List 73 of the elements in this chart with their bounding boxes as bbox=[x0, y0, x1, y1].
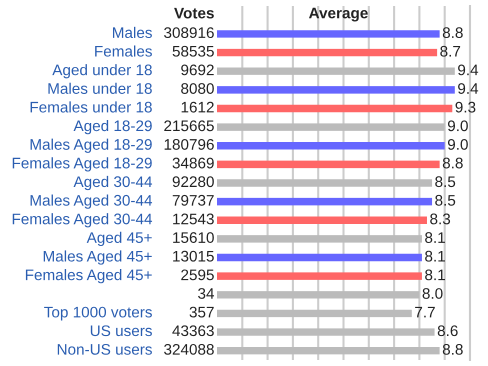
data-label: 7.7 bbox=[415, 306, 435, 318]
text: 12543 bbox=[173, 214, 214, 224]
text: 357 bbox=[190, 306, 214, 318]
data-label: 8.1 bbox=[425, 250, 445, 262]
bar bbox=[217, 179, 432, 187]
bar bbox=[217, 272, 422, 280]
bar bbox=[217, 235, 422, 243]
bar bbox=[217, 291, 420, 299]
data-label: 8.1 bbox=[425, 269, 445, 280]
text: 92280 bbox=[172, 176, 214, 188]
bar bbox=[217, 346, 440, 354]
text: 79737 bbox=[172, 194, 214, 206]
bar bbox=[217, 123, 445, 131]
data-label: 9.4 bbox=[458, 83, 478, 94]
y-tick-label: Females Aged 45+ bbox=[26, 269, 152, 284]
y-tick-label: Males bbox=[112, 26, 152, 38]
data-label: 8.8 bbox=[442, 27, 463, 38]
text: 43363 bbox=[172, 325, 214, 336]
data-label: 8.0 bbox=[422, 288, 443, 299]
y-tick-label: Males Aged 18-29 bbox=[30, 138, 152, 153]
y-tick-label: Males Aged 30-44 bbox=[30, 194, 152, 209]
y-tick-label: Males Aged 45+ bbox=[44, 250, 152, 265]
data-label: 8.7 bbox=[440, 46, 460, 57]
text: 34869 bbox=[172, 158, 214, 168]
data-label: 8.1 bbox=[425, 232, 445, 243]
bar bbox=[217, 310, 412, 318]
bar bbox=[217, 160, 440, 168]
y-tick-label: Non-US users bbox=[58, 344, 152, 355]
y-tick-label: Females under 18 bbox=[30, 101, 152, 113]
y-tick-label: Aged 45+ bbox=[86, 232, 152, 246]
y-tick-label: Aged under 18 bbox=[52, 64, 152, 78]
text: 215665 bbox=[164, 120, 214, 132]
bar bbox=[217, 216, 427, 224]
text: 58535 bbox=[172, 46, 214, 57]
y-tick-label: Females bbox=[95, 45, 152, 57]
y-tick-label: Aged 18-29 bbox=[74, 120, 152, 134]
y-tick-label: Females Aged 18-29 bbox=[12, 157, 152, 172]
bar bbox=[217, 254, 422, 262]
text: 34 bbox=[198, 288, 214, 299]
data-label: 8.5 bbox=[435, 176, 456, 188]
y-tick-label: Aged 30-44 bbox=[74, 176, 152, 190]
text: 15610 bbox=[173, 232, 214, 243]
text: Votes bbox=[174, 8, 214, 18]
bar bbox=[217, 198, 432, 206]
bar bbox=[217, 48, 438, 56]
text: 9692 bbox=[181, 64, 214, 76]
text: 1612 bbox=[182, 102, 214, 113]
bar bbox=[217, 142, 445, 150]
text: 2595 bbox=[181, 269, 214, 280]
y-tick-label: US users bbox=[90, 325, 152, 336]
bar bbox=[217, 86, 455, 94]
text: 308916 bbox=[164, 27, 214, 38]
bar bbox=[217, 328, 435, 336]
y-tick-label: Females Aged 30-44 bbox=[12, 213, 152, 228]
annotation: Average bbox=[308, 8, 368, 22]
y-tick-label: Top 1000 voters bbox=[44, 306, 152, 321]
data-label: 8.8 bbox=[442, 344, 463, 355]
text: 13015 bbox=[173, 250, 214, 262]
data-label: 8.3 bbox=[430, 214, 450, 224]
bar bbox=[217, 104, 452, 112]
text: 180796 bbox=[164, 139, 214, 150]
data-label: 8.8 bbox=[442, 158, 463, 168]
bar bbox=[217, 30, 440, 38]
data-label: 9.3 bbox=[456, 102, 476, 113]
data-label: 9.4 bbox=[458, 64, 478, 76]
bar bbox=[217, 67, 455, 75]
y-tick-label: Males under 18 bbox=[48, 82, 152, 94]
data-label: 9.0 bbox=[448, 139, 468, 150]
text: 8080 bbox=[181, 83, 214, 94]
data-label: 8.5 bbox=[435, 194, 456, 206]
data-label: 8.6 bbox=[438, 325, 458, 336]
text: 324088 bbox=[164, 344, 214, 355]
data-label: 9.0 bbox=[448, 120, 468, 132]
